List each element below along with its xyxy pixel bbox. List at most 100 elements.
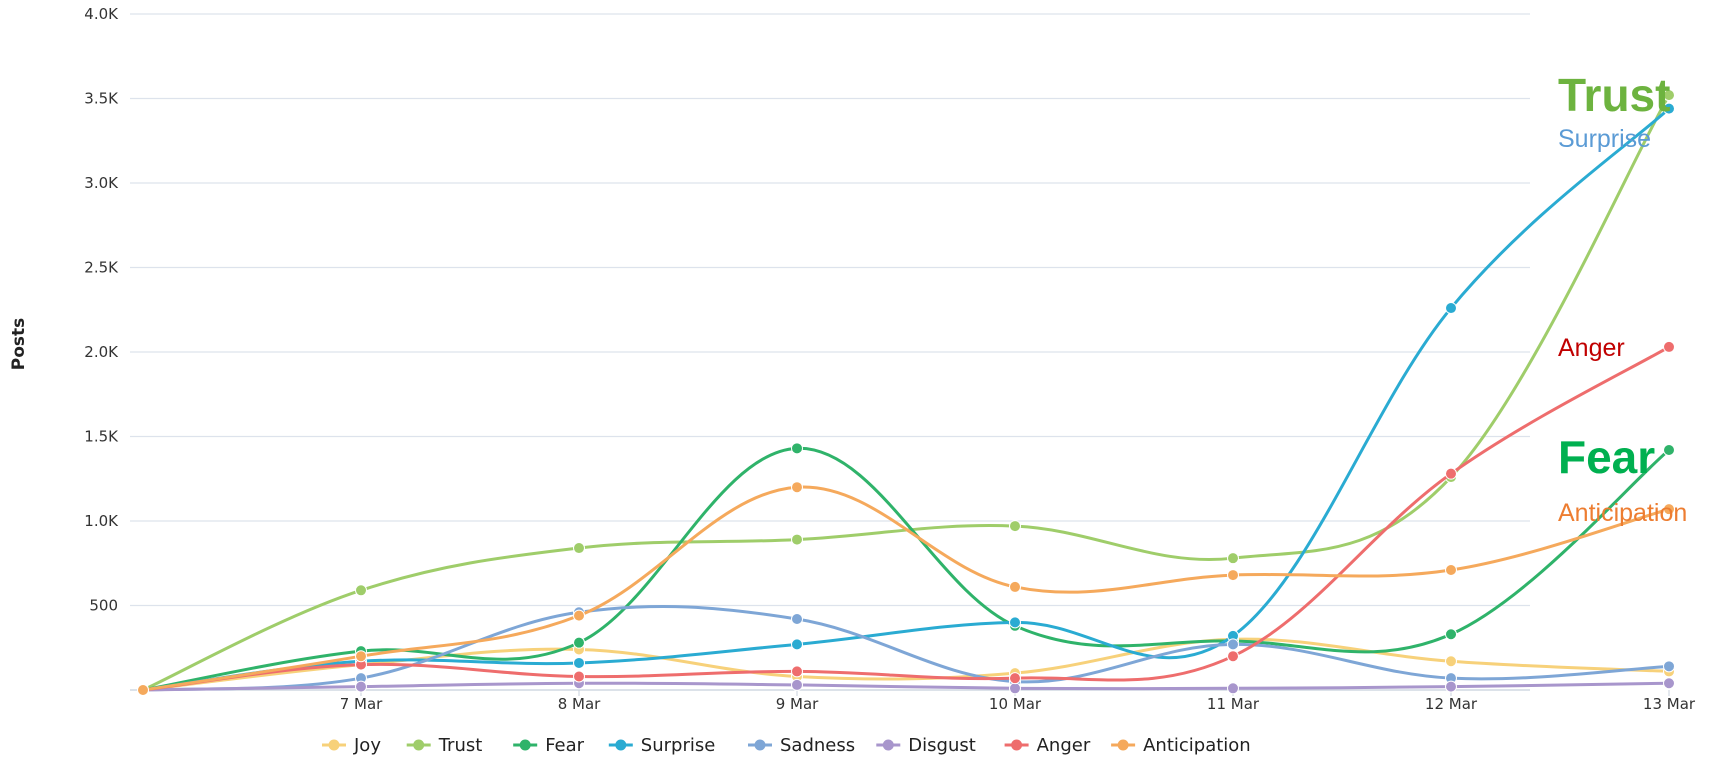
legend-item-disgust[interactable]: Disgust bbox=[876, 735, 976, 756]
series-disgust bbox=[137, 677, 1675, 696]
data-point-surprise[interactable] bbox=[1445, 302, 1457, 315]
x-tick-label: 9 Mar bbox=[776, 695, 819, 713]
series-anticipation bbox=[137, 481, 1675, 696]
data-point-fear[interactable] bbox=[573, 636, 585, 649]
data-point-anticipation[interactable] bbox=[1445, 564, 1457, 577]
data-point-disgust[interactable] bbox=[791, 678, 803, 691]
data-point-anticipation[interactable] bbox=[1009, 580, 1021, 593]
legend-marker-sadness bbox=[754, 739, 766, 751]
series-line-fear bbox=[141, 446, 1671, 692]
data-point-anger[interactable] bbox=[1009, 672, 1021, 685]
y-tick-label: 3.5K bbox=[84, 90, 119, 108]
series-line-trust bbox=[141, 93, 1671, 692]
data-point-sadness[interactable] bbox=[791, 613, 803, 626]
legend-item-surprise[interactable]: Surprise bbox=[608, 735, 716, 756]
data-point-surprise[interactable] bbox=[1009, 616, 1021, 629]
x-tick-label: 7 Mar bbox=[340, 695, 383, 713]
series-layer bbox=[137, 89, 1675, 696]
legend-label-joy: Joy bbox=[353, 735, 381, 756]
series-line-joy bbox=[141, 637, 1671, 692]
legend: Joy Trust Fear Surprise Sadness Disgust Anger A… bbox=[322, 735, 1251, 756]
legend-marker-fear bbox=[519, 739, 531, 751]
data-point-sadness[interactable] bbox=[1227, 638, 1239, 651]
data-point-anger[interactable] bbox=[791, 665, 803, 678]
series-line-surprise bbox=[141, 107, 1671, 692]
legend-marker-anticipation bbox=[1117, 739, 1129, 751]
legend-marker-joy bbox=[328, 739, 340, 751]
data-point-anticipation[interactable] bbox=[137, 684, 149, 696]
legend-item-anger[interactable]: Anger bbox=[1004, 735, 1091, 756]
callout-surprise: Surprise bbox=[1558, 125, 1652, 153]
legend-item-sadness[interactable]: Sadness bbox=[748, 735, 855, 756]
data-point-anger[interactable] bbox=[1445, 467, 1457, 480]
y-tick-label: 1.0K bbox=[84, 512, 119, 530]
y-tick-label: 3.0K bbox=[84, 174, 119, 192]
legend-label-fear: Fear bbox=[545, 735, 584, 756]
grid-lines bbox=[130, 13, 1530, 607]
data-point-anger[interactable] bbox=[1227, 650, 1239, 663]
y-axis: 500 1.0K 1.5K 2.0K 2.5K 3.0K 3.5K 4.0K bbox=[84, 5, 119, 615]
y-tick-label: 4.0K bbox=[84, 5, 119, 23]
legend-label-disgust: Disgust bbox=[908, 735, 976, 756]
data-point-fear[interactable] bbox=[1663, 444, 1675, 457]
data-point-anger[interactable] bbox=[573, 670, 585, 683]
data-point-sadness[interactable] bbox=[1663, 660, 1675, 673]
y-tick-label: 500 bbox=[89, 597, 118, 615]
data-point-disgust[interactable] bbox=[1445, 680, 1457, 693]
x-tick-label: 8 Mar bbox=[558, 695, 601, 713]
data-point-surprise[interactable] bbox=[1663, 102, 1675, 115]
callout-anticipation: Anticipation bbox=[1558, 499, 1688, 527]
series-line-anticipation bbox=[141, 485, 1671, 692]
data-point-anticipation[interactable] bbox=[1663, 503, 1675, 516]
x-tick-label: 10 Mar bbox=[989, 695, 1042, 713]
data-point-trust[interactable] bbox=[1009, 520, 1021, 533]
legend-item-fear[interactable]: Fear bbox=[513, 735, 585, 756]
data-point-trust[interactable] bbox=[1663, 89, 1675, 102]
y-tick-label: 1.5K bbox=[84, 428, 119, 446]
callout-fear: Fear bbox=[1558, 431, 1656, 483]
callout-anger: Anger bbox=[1558, 334, 1625, 362]
y-axis-label: Posts bbox=[9, 318, 29, 371]
x-axis: 7 Mar 8 Mar 9 Mar 10 Mar 11 Mar 12 Mar 13 Mar bbox=[130, 689, 1696, 713]
series-line-anger bbox=[141, 345, 1671, 692]
legend-label-surprise: Surprise bbox=[641, 735, 716, 756]
series-surprise bbox=[137, 102, 1675, 696]
legend-item-anticipation[interactable]: Anticipation bbox=[1111, 735, 1251, 756]
data-point-anticipation[interactable] bbox=[355, 650, 367, 663]
legend-marker-surprise bbox=[615, 739, 627, 751]
x-tick-label: 11 Mar bbox=[1207, 695, 1260, 713]
data-point-disgust[interactable] bbox=[355, 680, 367, 693]
data-point-fear[interactable] bbox=[791, 442, 803, 455]
data-point-surprise[interactable] bbox=[573, 656, 585, 669]
data-point-anticipation[interactable] bbox=[573, 609, 585, 622]
data-point-disgust[interactable] bbox=[1663, 677, 1675, 690]
data-point-anticipation[interactable] bbox=[791, 481, 803, 494]
series-line-sadness bbox=[141, 604, 1671, 692]
y-tick-label: 2.5K bbox=[84, 259, 119, 277]
legend-label-sadness: Sadness bbox=[780, 735, 855, 756]
series-trust bbox=[137, 89, 1675, 696]
data-point-disgust[interactable] bbox=[1009, 682, 1021, 695]
y-tick-label: 2.0K bbox=[84, 343, 119, 361]
data-point-fear[interactable] bbox=[1445, 628, 1457, 641]
data-point-trust[interactable] bbox=[791, 533, 803, 546]
data-point-anticipation[interactable] bbox=[1227, 569, 1239, 582]
data-point-surprise[interactable] bbox=[791, 638, 803, 651]
series-fear bbox=[137, 442, 1675, 696]
legend-label-anticipation: Anticipation bbox=[1143, 735, 1251, 756]
legend-label-anger: Anger bbox=[1037, 735, 1091, 756]
data-point-disgust[interactable] bbox=[1227, 682, 1239, 695]
data-point-trust[interactable] bbox=[355, 584, 367, 597]
legend-marker-trust bbox=[413, 739, 425, 751]
callout-trust: Trust bbox=[1558, 69, 1671, 121]
legend-item-trust[interactable]: Trust bbox=[406, 735, 483, 756]
data-point-trust[interactable] bbox=[1227, 552, 1239, 565]
legend-item-joy[interactable]: Joy bbox=[322, 735, 381, 756]
series-anger bbox=[137, 340, 1675, 696]
x-tick-label: 13 Mar bbox=[1643, 695, 1696, 713]
data-point-anger[interactable] bbox=[1663, 340, 1675, 353]
data-point-trust[interactable] bbox=[573, 542, 585, 555]
legend-label-trust: Trust bbox=[438, 735, 483, 756]
data-point-joy[interactable] bbox=[1445, 655, 1457, 668]
